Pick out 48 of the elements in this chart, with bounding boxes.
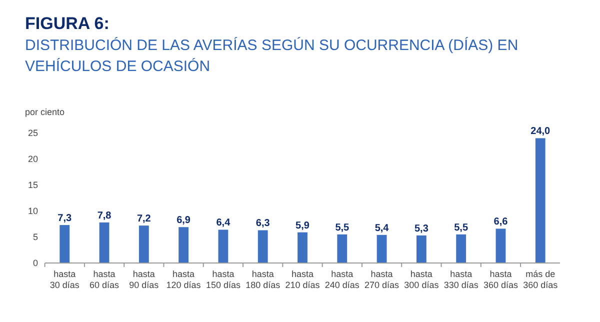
data-label: 6,9 <box>176 215 191 226</box>
chart-title: FIGURA 6: <box>25 14 110 33</box>
x-tick-label: hasta 300 días <box>404 269 440 290</box>
y-tick-label: 20 <box>28 154 38 164</box>
x-tick-label: hasta 240 días <box>324 269 360 290</box>
bar <box>416 235 426 263</box>
x-tick-label: hasta 330 días <box>444 269 479 290</box>
bar <box>99 222 110 263</box>
x-tick-label: hasta 180 días <box>246 269 281 290</box>
y-tick-label: 5 <box>32 232 38 242</box>
bar <box>496 228 506 263</box>
bar <box>376 234 387 263</box>
data-label: 5,4 <box>374 222 390 234</box>
data-label: 24,0 <box>530 126 551 138</box>
y-tick-label: 10 <box>28 206 38 216</box>
bar <box>178 227 189 263</box>
x-tick-label: más de 360 días <box>523 269 558 290</box>
x-tick-label: hasta 90 días <box>129 269 160 290</box>
data-label: 5,5 <box>454 222 468 234</box>
y-tick-label: 25 <box>28 128 38 138</box>
data-label: 7,8 <box>97 210 112 222</box>
data-label: 6,4 <box>216 218 231 229</box>
x-tick-label: hasta 360 días <box>483 269 518 290</box>
x-tick-label: hasta 120 días <box>166 269 202 290</box>
data-label: 6,3 <box>256 218 270 230</box>
chart-subtitle: DISTRIBUCIÓN DE LAS AVERÍAS SEGÚN SU OCURRENCIA (DÍAS) EN VEHÍCULOS DE OCASIÓN <box>25 36 518 75</box>
data-label: 5,9 <box>296 220 310 232</box>
x-tick-label: hasta 270 días <box>364 269 400 290</box>
data-label: 5,3 <box>414 223 429 234</box>
y-tick-label: 15 <box>28 180 38 190</box>
bar <box>298 232 308 263</box>
x-tick-label: hasta 60 días <box>90 269 120 290</box>
x-tick-label: hasta 150 días <box>206 269 241 290</box>
bar <box>138 226 149 263</box>
bar <box>60 225 70 263</box>
data-label: 5,5 <box>335 222 350 234</box>
bar <box>535 138 546 263</box>
bar <box>337 234 348 263</box>
bar <box>456 234 466 263</box>
data-label: 6,6 <box>494 216 508 228</box>
data-label: 7,2 <box>136 214 152 225</box>
x-tick-label: hasta 30 días <box>50 269 80 290</box>
data-label: 7,3 <box>58 213 72 224</box>
y-tick-label: 0 <box>32 258 38 268</box>
bar <box>258 230 268 263</box>
y-axis-title: por ciento <box>25 107 65 117</box>
bar <box>218 230 228 263</box>
x-tick-label: hasta 210 días <box>285 269 320 290</box>
